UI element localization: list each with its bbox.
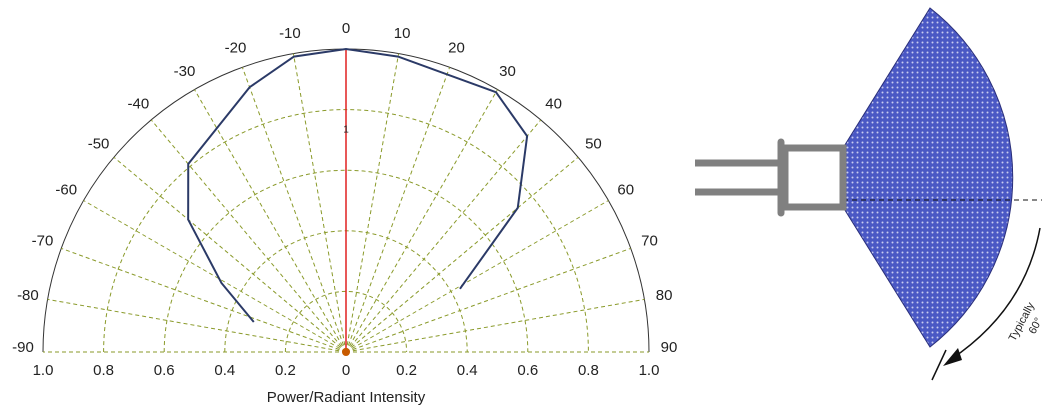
beam-cone	[842, 7, 1014, 348]
r-tick-label: 0.4	[214, 362, 235, 379]
grid-spoke	[345, 67, 451, 353]
r-tick-label: 0.6	[517, 362, 538, 379]
pattern-line	[187, 47, 529, 323]
theta-tick-label: 90	[661, 339, 678, 356]
x-axis-label: Power/Radiant Intensity	[267, 389, 426, 406]
grid-spoke	[150, 119, 347, 353]
theta-tick-label: -60	[55, 181, 77, 198]
theta-tick-label: -90	[12, 339, 34, 356]
angle-arc	[949, 227, 1041, 361]
grid-spoke	[345, 89, 498, 353]
grid-spoke	[345, 53, 400, 353]
led-diagram: Typically 60°	[695, 7, 1042, 381]
grid-spoke	[292, 53, 347, 353]
angle-tick	[931, 349, 947, 381]
polar-chart: 0 0.2 0.2 0.4 0.4 0.6 0.6 0.8 0.8 1.0 1.0 -90 -80 -70…	[12, 20, 677, 406]
theta-tick-label: 80	[656, 287, 673, 304]
theta-tick-label: 40	[545, 96, 562, 113]
led-body	[781, 144, 847, 211]
theta-tick-label: 60	[617, 181, 634, 198]
theta-tick-label: -20	[225, 39, 247, 56]
grid-spoke	[345, 298, 645, 353]
theta-tick-label: 70	[641, 232, 658, 249]
annotation: 1	[343, 125, 349, 136]
grid-spoke	[194, 89, 347, 353]
grid-spoke	[345, 156, 579, 353]
theta-tick-label: -80	[17, 287, 39, 304]
angle-arrow	[943, 348, 962, 366]
grid-spoke	[83, 200, 347, 353]
theta-tick-label: -50	[88, 135, 110, 152]
grid-arc	[284, 290, 408, 353]
theta-tick-label: 0	[342, 20, 350, 37]
grid-spoke	[113, 156, 347, 353]
theta-tick-label: 10	[394, 25, 411, 42]
r-tick-label: 0.8	[578, 362, 599, 379]
theta-tick-label: -10	[279, 25, 301, 42]
grid-spoke	[241, 67, 347, 353]
theta-tick-label: -70	[32, 232, 54, 249]
r-tick-label: 1.0	[33, 362, 54, 379]
r-tick-label: 0	[342, 362, 350, 379]
r-tick-label: 1.0	[639, 362, 660, 379]
origin	[342, 348, 350, 356]
grid-spoke	[47, 298, 347, 353]
grid-arc	[163, 169, 529, 353]
grid-spoke	[345, 119, 542, 353]
grid-spoke	[61, 247, 347, 353]
grid-spoke	[345, 200, 609, 353]
r-tick-label: 0.4	[457, 362, 478, 379]
theta-tick-label: -40	[128, 96, 150, 113]
grid-spoke	[345, 247, 631, 353]
r-tick-label: 0.6	[154, 362, 175, 379]
theta-tick-label: 50	[585, 135, 602, 152]
theta-tick-label: 20	[448, 39, 465, 56]
r-tick-label: 0.8	[93, 362, 114, 379]
theta-tick-label: 30	[499, 63, 516, 80]
theta-tick-label: -30	[174, 63, 196, 80]
r-tick-label: 0.2	[396, 362, 417, 379]
r-tick-label: 0.2	[275, 362, 296, 379]
